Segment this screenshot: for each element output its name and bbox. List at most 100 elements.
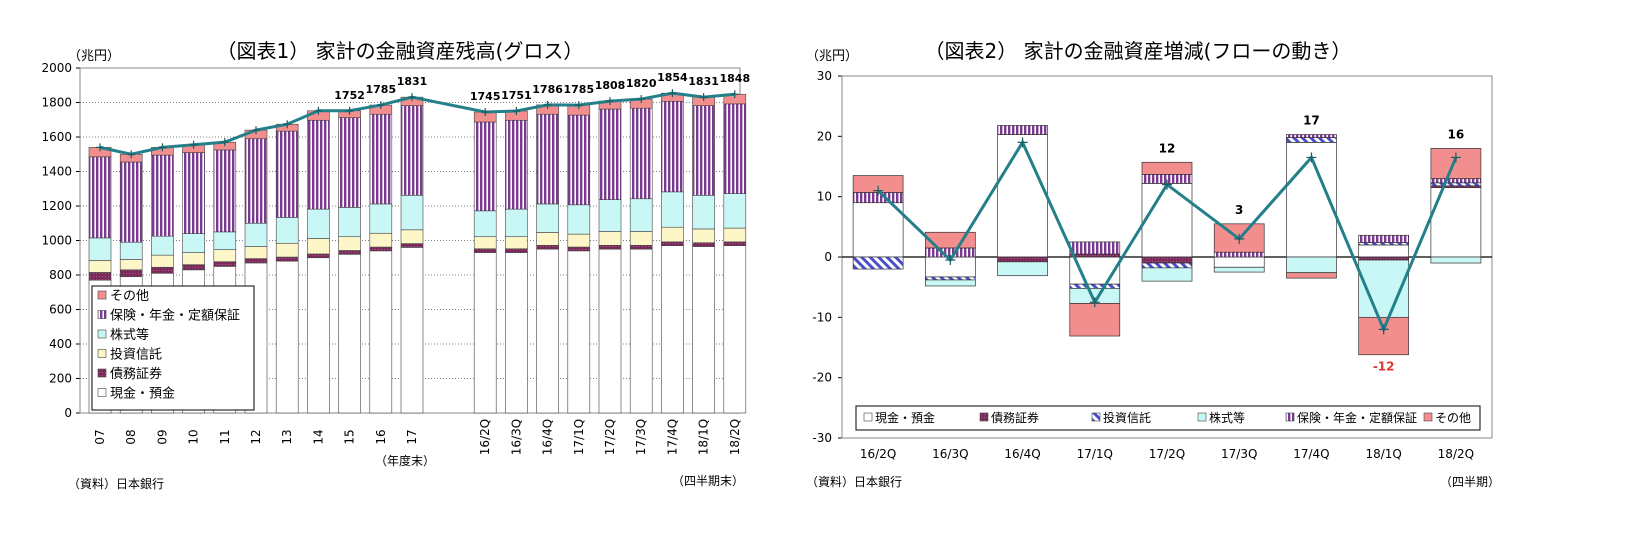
chart-1-source: （資料）日本銀行 xyxy=(68,477,164,491)
total-marker xyxy=(1234,233,1245,244)
bar-segment-13-s4 xyxy=(275,130,299,218)
legend-label: 現金・預金 xyxy=(110,386,175,402)
legend-label: 債務証券 xyxy=(991,410,1039,425)
bar-segment-07-s3 xyxy=(88,237,112,261)
total-marker xyxy=(158,143,167,152)
bar-segment-14-s1 xyxy=(307,253,330,259)
data-label: 1831 xyxy=(688,75,719,88)
bar-segment-16-4q-s1 xyxy=(997,256,1048,263)
bar-segment-17-2q-s1 xyxy=(598,245,622,250)
x-tick-label: 07 xyxy=(93,429,107,444)
data-label: 3 xyxy=(1235,203,1243,217)
total-line xyxy=(99,91,735,156)
bar-segment-16-s1 xyxy=(369,246,393,252)
bar-segment-15-s1 xyxy=(338,250,361,255)
total-marker xyxy=(730,90,739,99)
total-marker xyxy=(220,138,229,147)
y-tick-label: 800 xyxy=(49,268,72,282)
total-marker xyxy=(127,150,136,159)
bar-segment-17-4q-s4 xyxy=(661,100,684,193)
bar-segment-18-2q-s4 xyxy=(1430,178,1482,184)
data-label: 1786 xyxy=(532,83,563,96)
y-tick-label: 1600 xyxy=(41,130,72,144)
total-marker xyxy=(252,126,260,135)
bar-segment-17-s3 xyxy=(400,195,424,231)
total-marker xyxy=(543,100,552,109)
total-marker xyxy=(512,106,521,115)
total-marker xyxy=(637,95,646,104)
chart-2-source: （資料）日本銀行 xyxy=(806,475,902,489)
chart-2-legend: 現金・預金 債務証券 投資信託 株式等 保険・年金・定額保証 その他 xyxy=(855,405,1481,431)
chart-2-ylabel: （兆円） xyxy=(806,49,858,64)
x-tick-label: 12 xyxy=(249,429,263,444)
bar-segment-17-2q-s3 xyxy=(598,199,622,232)
bar-segment-17-4q-s4 xyxy=(1286,134,1337,138)
bar-segment-18-1q-s4 xyxy=(692,105,715,196)
bar-segment-17-1q-s2 xyxy=(1069,283,1121,289)
bar-segment-16-3q-s1 xyxy=(505,248,528,253)
legend-swatch xyxy=(1285,412,1295,422)
total-marker xyxy=(1378,324,1389,335)
bar-segment-18-2q-s1 xyxy=(723,241,747,246)
x-tick-label: 17/3Q xyxy=(1221,447,1257,461)
y-tick-label: 20 xyxy=(817,129,832,143)
bar-segment-16-3q-s5 xyxy=(924,231,976,249)
x-tick-label: 17/1Q xyxy=(572,419,586,455)
bar-segment-07-s2 xyxy=(88,260,112,273)
bar-segment-17-2q-s3 xyxy=(1141,267,1193,282)
bar-segment-16-2q-s0 xyxy=(473,252,497,414)
bar-segment-18-2q-s3 xyxy=(1430,256,1482,264)
bar-segment-11-s4 xyxy=(213,149,237,233)
bar-segment-17-3q-s3 xyxy=(1213,266,1265,273)
y-tick-label: 10 xyxy=(817,190,832,204)
data-label: 1854 xyxy=(657,71,688,84)
x-tick-label: 16/4Q xyxy=(1004,447,1040,461)
bar-segment-13-s2 xyxy=(275,242,299,258)
x-tick-label: 17/3Q xyxy=(634,419,648,455)
bar-segment-17-3q-s4 xyxy=(629,107,653,200)
bar-segment-18-2q-s2 xyxy=(1430,182,1482,187)
bar-segment-13-s0 xyxy=(275,260,299,414)
bar-segment-11-s2 xyxy=(213,249,237,263)
bar-segment-18-1q-s5 xyxy=(1358,316,1410,356)
bar-segment-08-s2 xyxy=(119,259,143,271)
bar-segment-16-2q-s4 xyxy=(473,121,497,212)
bar-segment-17-4q-s1 xyxy=(661,241,684,246)
x-tick-label: 17/4Q xyxy=(1293,447,1329,461)
legend-swatch xyxy=(97,310,107,319)
y-tick-label: 0 xyxy=(64,406,72,420)
y-tick-label: 1400 xyxy=(41,165,72,179)
y-tick-label: 200 xyxy=(49,372,72,386)
bar-segment-17-3q-s3 xyxy=(629,198,653,232)
x-tick-label: 16/3Q xyxy=(509,419,523,455)
x-tick-label: 10 xyxy=(187,429,201,444)
x-tick-label: 18/1Q xyxy=(1365,447,1401,461)
bar-segment-17-2q-s4 xyxy=(598,108,622,200)
legend-label: 保険・年金・定額保証 xyxy=(1297,410,1417,425)
bar-segment-15-s2 xyxy=(338,236,361,251)
data-label: 1820 xyxy=(626,77,657,90)
x-tick-label: 16 xyxy=(374,429,388,444)
legend-label: 債務証券 xyxy=(110,366,162,382)
legend-swatch xyxy=(1197,412,1207,422)
total-marker xyxy=(96,143,104,152)
x-tick-label: 17/2Q xyxy=(1149,447,1185,461)
bar-segment-16-4q-s2 xyxy=(536,232,559,246)
data-label: 1831 xyxy=(397,75,428,88)
x-tick-label: 16/3Q xyxy=(932,447,968,461)
bar-segment-16-s3 xyxy=(369,203,393,234)
bar-segment-07-s1 xyxy=(88,272,112,281)
bar-segment-16-4q-s1 xyxy=(536,245,559,250)
y-tick-label: -10 xyxy=(812,310,832,324)
bar-segment-12-s3 xyxy=(244,222,268,247)
bar-segment-16-3q-s2 xyxy=(924,276,976,281)
bar-segment-10-s1 xyxy=(182,264,205,271)
bar-segment-10-s4 xyxy=(182,152,205,234)
bar-segment-17-3q-s1 xyxy=(629,245,653,250)
legend-box xyxy=(855,405,1481,431)
bar-segment-16-3q-s2 xyxy=(505,236,528,250)
data-label: 1848 xyxy=(719,72,750,85)
x-tick-label: 18/2Q xyxy=(1438,447,1474,461)
